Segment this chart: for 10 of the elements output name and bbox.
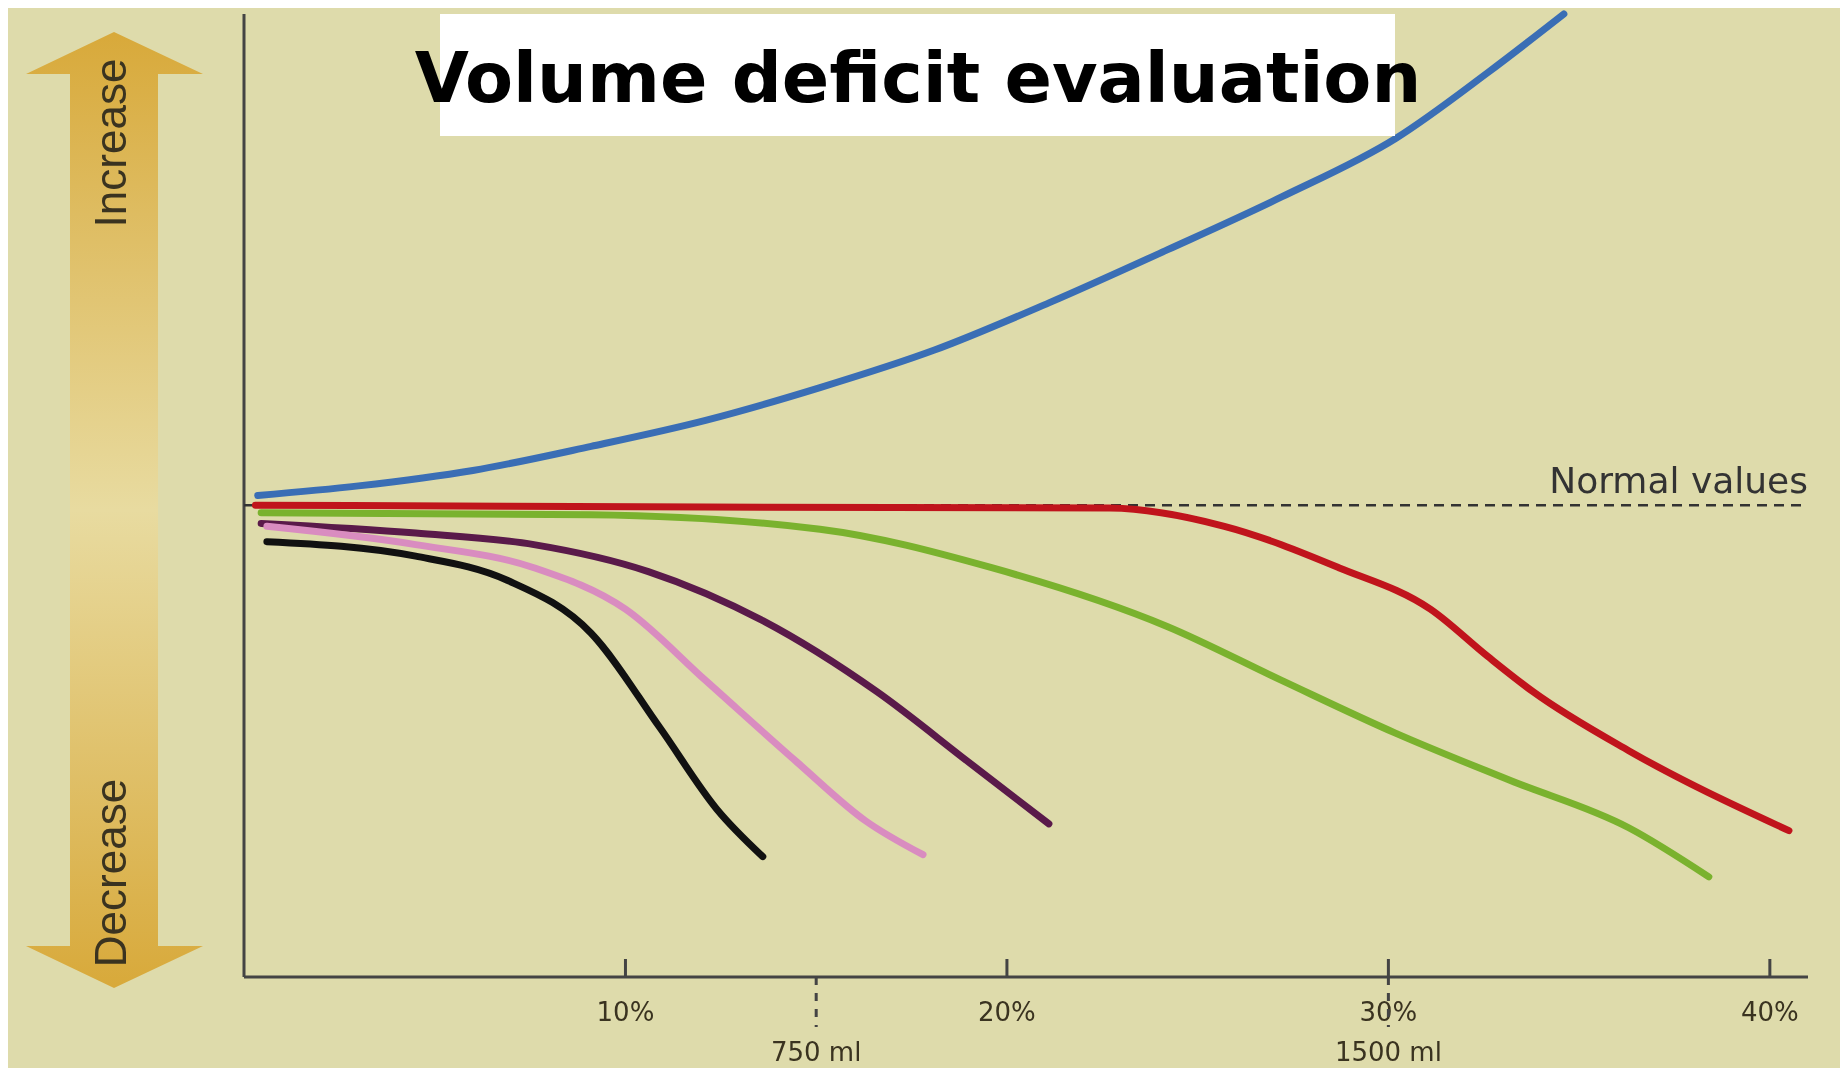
- chart-title: Volume deficit evaluation: [414, 37, 1422, 119]
- ref-line-label: Normal values: [1549, 460, 1808, 502]
- text: Increase: [86, 58, 135, 228]
- x-tick-label: 30%: [1359, 997, 1418, 1027]
- x2-tick-label: 1500 ml: [1334, 1037, 1442, 1067]
- x-tick-label: 40%: [1740, 997, 1799, 1027]
- text: Decrease: [86, 778, 135, 968]
- x2-tick-label: 750 ml: [770, 1037, 862, 1067]
- x-tick-label: 20%: [978, 997, 1036, 1027]
- x-tick-label: 10%: [596, 997, 655, 1027]
